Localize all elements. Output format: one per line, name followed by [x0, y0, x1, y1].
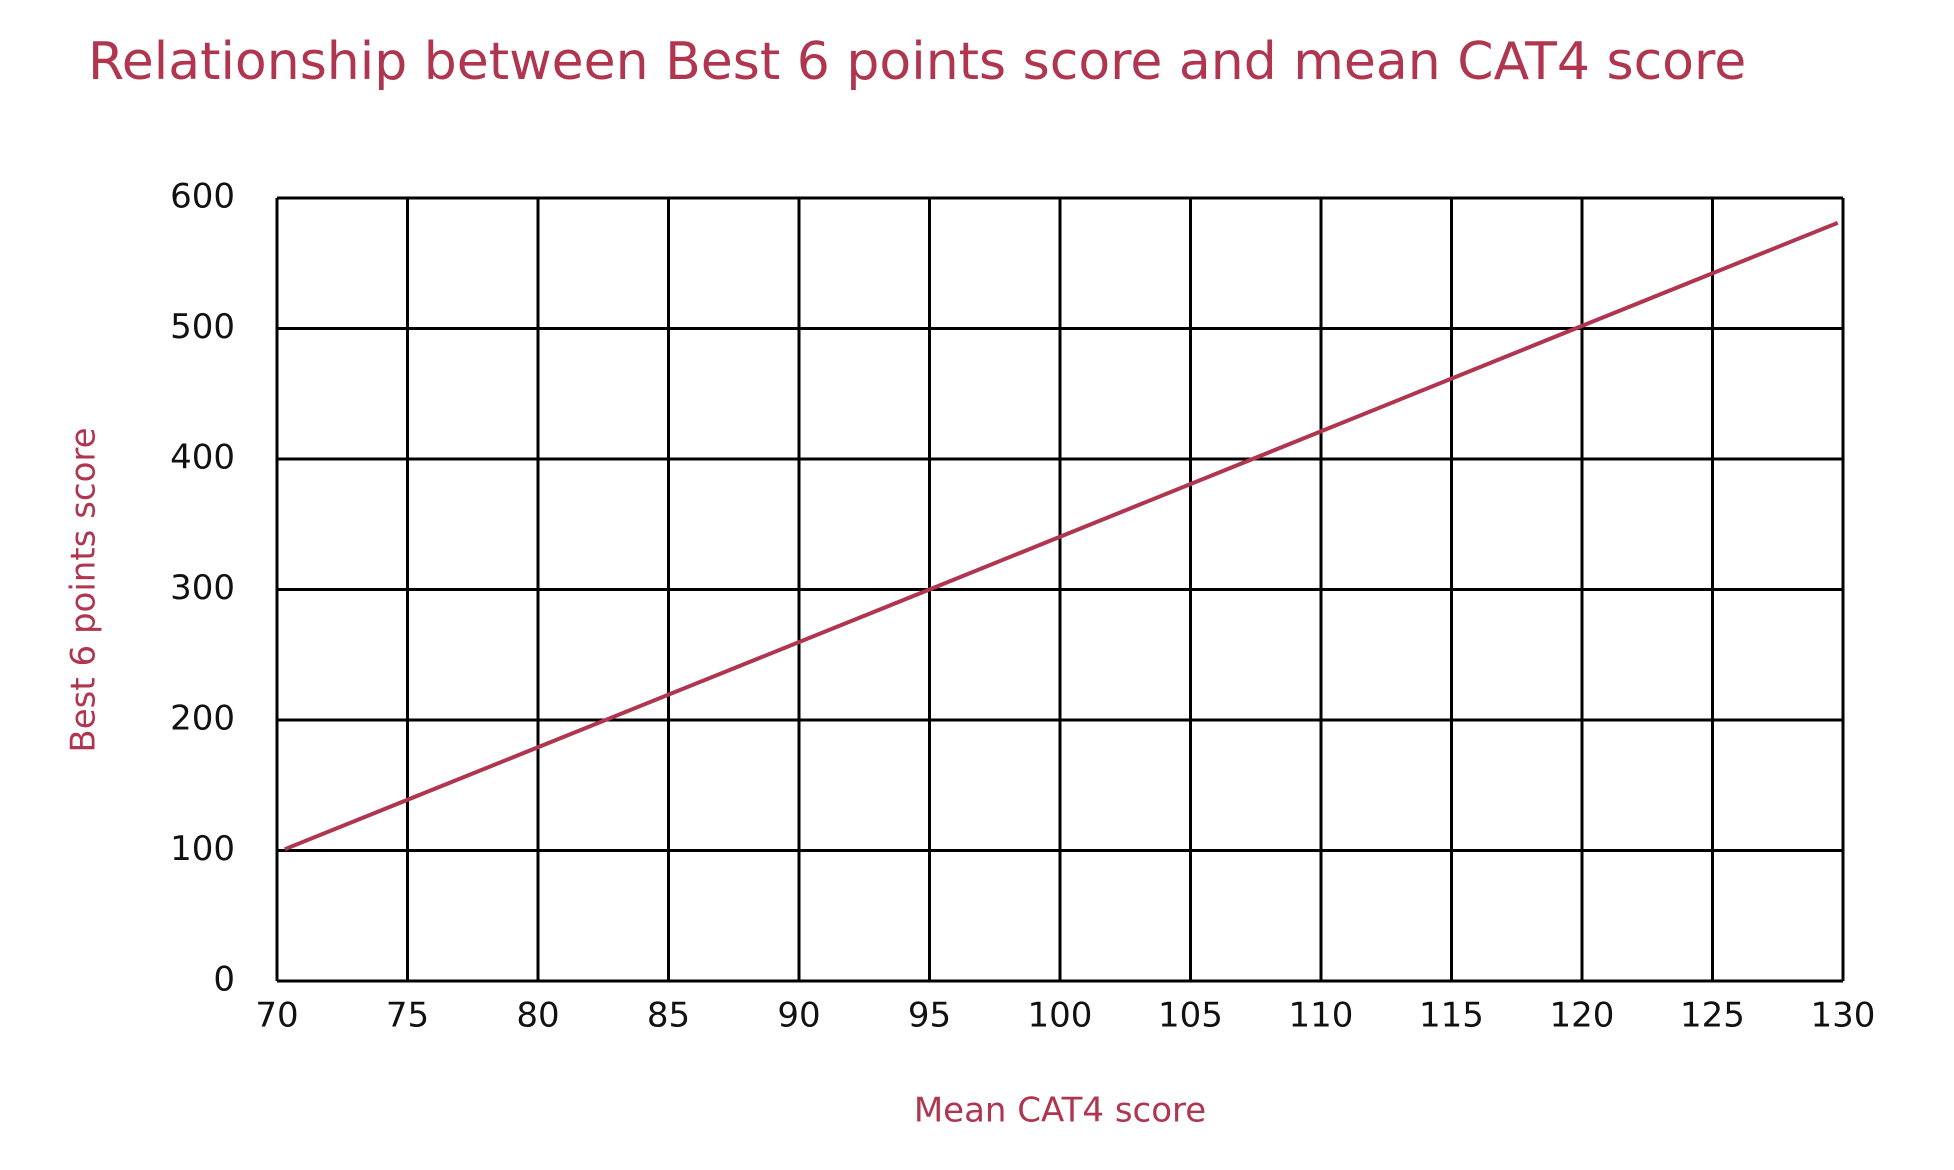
y-tick-label: 600	[170, 177, 235, 217]
y-tick-label: 100	[170, 829, 235, 869]
y-tick-label: 0	[213, 960, 235, 1000]
x-tick-label: 85	[647, 996, 690, 1036]
x-tick-label: 115	[1419, 996, 1484, 1036]
x-tick-label: 80	[516, 996, 559, 1036]
x-tick-label: 125	[1680, 996, 1745, 1036]
x-tick-label: 105	[1158, 996, 1223, 1036]
x-axis-label: Mean CAT4 score	[914, 1091, 1206, 1131]
y-tick-label: 200	[170, 699, 235, 739]
x-tick-label: 110	[1289, 996, 1354, 1036]
x-tick-label: 90	[777, 996, 820, 1036]
chart-title: Relationship between Best 6 points score…	[88, 32, 1746, 92]
y-axis-label: Best 6 points score	[64, 427, 104, 752]
x-tick-label: 75	[386, 996, 429, 1036]
data-line	[284, 220, 1839, 852]
y-tick-label: 400	[170, 438, 235, 478]
x-tick-label: 100	[1028, 996, 1093, 1036]
x-tick-label: 130	[1811, 996, 1876, 1036]
x-tick-label: 95	[908, 996, 951, 1036]
x-tick-label: 70	[255, 996, 298, 1036]
y-tick-label: 300	[170, 568, 235, 608]
y-tick-label: 500	[170, 307, 235, 347]
x-tick-label: 120	[1550, 996, 1615, 1036]
